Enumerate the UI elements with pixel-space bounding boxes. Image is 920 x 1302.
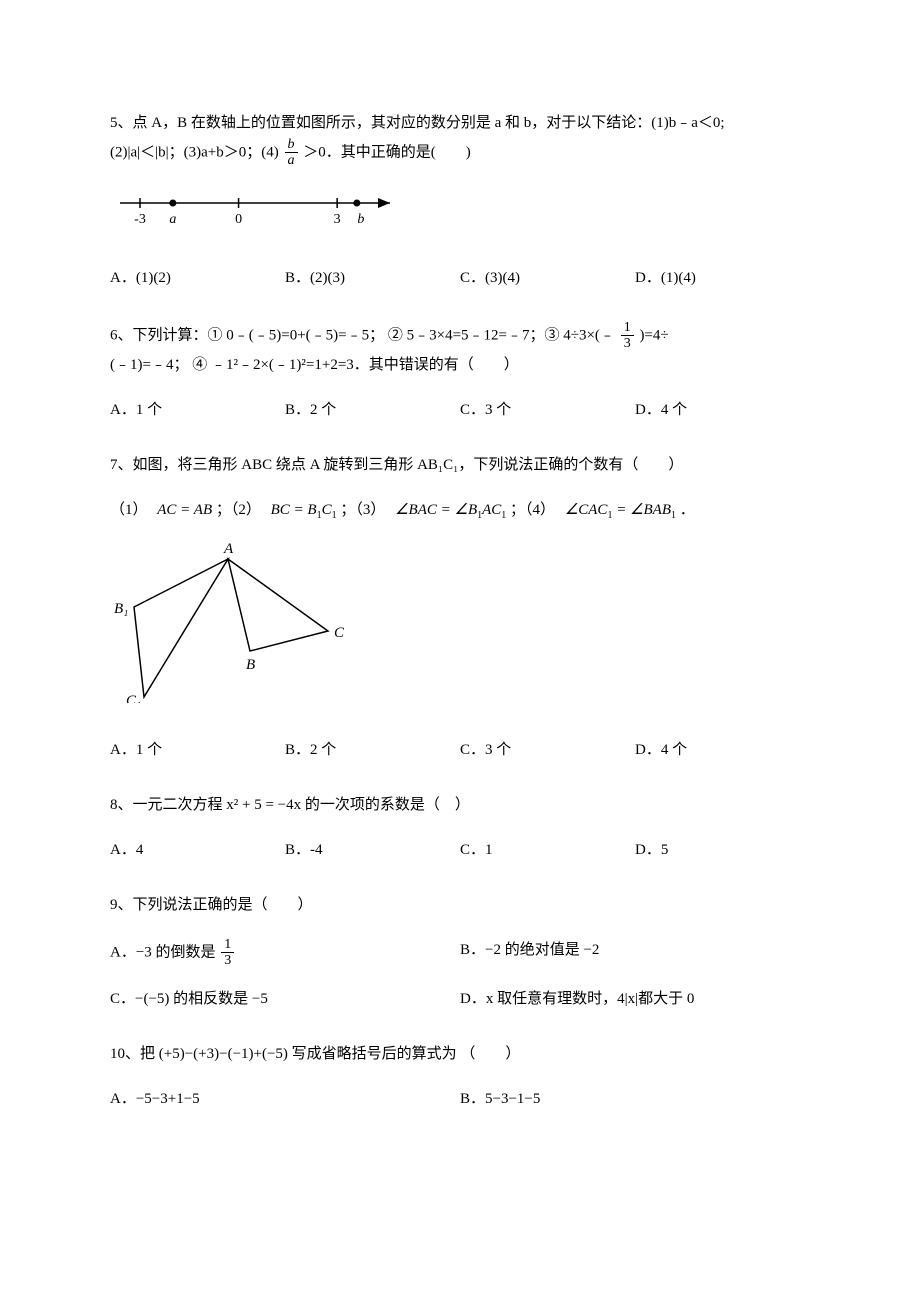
q7-sep2: ；（3） xyxy=(340,502,385,518)
q7-opt-d: D．4 个 xyxy=(635,737,810,764)
q7-s4b: = ∠BAB xyxy=(612,502,671,518)
svg-text:B₁: B₁ xyxy=(114,601,128,617)
svg-text:a: a xyxy=(169,212,176,227)
q7-s-prefix: （1） xyxy=(110,502,148,518)
question-10: 10、把 (+5)−(+3)−(−1)+(−5) 写成省略括号后的算式为 （ ）… xyxy=(110,1041,810,1113)
svg-text:C: C xyxy=(334,625,345,641)
question-6: 6、下列计算：① 0﹣(﹣5)=0+(﹣5)=﹣5； ② 5﹣3×4=5﹣12=… xyxy=(110,320,810,424)
q5-opt-a: A．(1)(2) xyxy=(110,265,285,292)
q7-s2-sub2: 1 xyxy=(332,510,337,521)
q6-opt-a: A．1 个 xyxy=(110,397,285,424)
q9-opt-a: A．−3 的倒数是 1 3 xyxy=(110,937,460,969)
q6-opt-d: D．4 个 xyxy=(635,397,810,424)
q10-opt-a: A．−5−3+1−5 xyxy=(110,1086,460,1113)
question-9: 9、下列说法正确的是（ ） A．−3 的倒数是 1 3 B．−2 的绝对值是 −… xyxy=(110,892,810,1014)
q8-opt-a: A．4 xyxy=(110,837,285,864)
q5-opt-b: B．(2)(3) xyxy=(285,265,460,292)
q6-options: A．1 个 B．2 个 C．3 个 D．4 个 xyxy=(110,397,810,424)
q9-a-prefix: A．−3 的倒数是 xyxy=(110,944,216,960)
q5-frac-den: a xyxy=(285,153,298,168)
q7-triangle-figure: A B C B₁ C₁ xyxy=(110,543,810,713)
svg-text:B: B xyxy=(246,657,255,673)
q7-s2a: BC = B xyxy=(271,502,317,518)
q7-s3a: ∠BAC = ∠B xyxy=(395,502,477,518)
q5-line2-prefix: (2)|a|＜|b|；(3)a+b＞0；(4) xyxy=(110,144,279,160)
svg-text:-3: -3 xyxy=(134,212,146,227)
q6-text: 6、下列计算：① 0﹣(﹣5)=0+(﹣5)=﹣5； ② 5﹣3×4=5﹣12=… xyxy=(110,320,810,379)
svg-text:b: b xyxy=(357,212,364,227)
q7-s2b: C xyxy=(322,502,332,518)
q9-a-fraction: 1 3 xyxy=(221,937,234,969)
q9-opt-c: C．−(−5) 的相反数是 −5 xyxy=(110,986,460,1013)
q5-line1: 5、点 A，B 在数轴上的位置如图所示，其对应的数分别是 a 和 b，对于以下结… xyxy=(110,115,725,131)
svg-text:C₁: C₁ xyxy=(126,693,141,703)
q6-opt-b: B．2 个 xyxy=(285,397,460,424)
q7-text: 7、如图，将三角形 ABC 绕点 A 旋转到三角形 AB₁C₁，下列说法正确的个… xyxy=(110,452,810,479)
q5-opt-c: C．(3)(4) xyxy=(460,265,635,292)
q7-opt-a: A．1 个 xyxy=(110,737,285,764)
q7-sep3: ；（4） xyxy=(510,502,555,518)
q7-s4-sub2: 1 xyxy=(671,510,676,521)
q9-a-frac-num: 1 xyxy=(221,937,234,953)
q7-sep1: ；（2） xyxy=(216,502,261,518)
q8-options: A．4 B．-4 C．1 D．5 xyxy=(110,837,810,864)
question-7: 7、如图，将三角形 ABC 绕点 A 旋转到三角形 AB₁C₁，下列说法正确的个… xyxy=(110,452,810,764)
q7-s3b: AC xyxy=(482,502,501,518)
q6-line1-suffix: )=4÷ xyxy=(639,327,668,343)
q5-text: 5、点 A，B 在数轴上的位置如图所示，其对应的数分别是 a 和 b，对于以下结… xyxy=(110,110,810,169)
q9-text: 9、下列说法正确的是（ ） xyxy=(110,892,810,919)
q6-line2: (﹣1)=﹣4； ④ ﹣1²﹣2×(﹣1)²=1+2=3．其中错误的有（ ） xyxy=(110,357,519,373)
q6-line1-prefix: 6、下列计算：① 0﹣(﹣5)=0+(﹣5)=﹣5； ② 5﹣3×4=5﹣12=… xyxy=(110,327,615,343)
svg-text:3: 3 xyxy=(334,212,341,227)
q5-opt-d: D．(1)(4) xyxy=(635,265,810,292)
q9-a-frac-den: 3 xyxy=(221,953,234,968)
q5-options: A．(1)(2) B．(2)(3) C．(3)(4) D．(1)(4) xyxy=(110,265,810,292)
q8-opt-c: C．1 xyxy=(460,837,635,864)
q7-s3-sub2: 1 xyxy=(501,510,506,521)
triangle-svg: A B C B₁ C₁ xyxy=(110,543,350,703)
q6-fraction: 1 3 xyxy=(621,320,634,352)
q9-options-row1: A．−3 的倒数是 1 3 B．−2 的绝对值是 −2 xyxy=(110,937,810,969)
q6-frac-num: 1 xyxy=(621,320,634,336)
q5-line2-suffix: ＞0．其中正确的是( ) xyxy=(303,144,471,160)
q7-s-suffix: ． xyxy=(680,502,695,518)
question-8: 8、一元二次方程 x² + 5 = −4x 的一次项的系数是（ ） A．4 B．… xyxy=(110,792,810,864)
q8-text: 8、一元二次方程 x² + 5 = −4x 的一次项的系数是（ ） xyxy=(110,792,810,819)
svg-text:0: 0 xyxy=(235,212,242,227)
q5-fraction: b a xyxy=(285,137,298,169)
q10-opt-b: B．5−3−1−5 xyxy=(460,1086,810,1113)
q8-opt-b: B．-4 xyxy=(285,837,460,864)
q5-frac-num: b xyxy=(285,137,298,153)
q7-opt-c: C．3 个 xyxy=(460,737,635,764)
q10-options: A．−5−3+1−5 B．5−3−1−5 xyxy=(110,1086,810,1113)
q10-text: 10、把 (+5)−(+3)−(−1)+(−5) 写成省略括号后的算式为 （ ） xyxy=(110,1041,810,1068)
q5-numberline-figure: -3 0 3 a b xyxy=(110,187,810,241)
q6-opt-c: C．3 个 xyxy=(460,397,635,424)
svg-text:A: A xyxy=(223,543,234,557)
q8-opt-d: D．5 xyxy=(635,837,810,864)
q6-frac-den: 3 xyxy=(621,336,634,351)
q7-statements: （1） AC = AB ；（2） BC = B1C1 ；（3） ∠BAC = ∠… xyxy=(110,497,810,525)
q9-opt-d: D．x 取任意有理数时，4|x|都大于 0 xyxy=(460,986,810,1013)
question-5: 5、点 A，B 在数轴上的位置如图所示，其对应的数分别是 a 和 b，对于以下结… xyxy=(110,110,810,292)
q9-opt-b: B．−2 的绝对值是 −2 xyxy=(460,937,810,969)
q7-opt-b: B．2 个 xyxy=(285,737,460,764)
q7-options: A．1 个 B．2 个 C．3 个 D．4 个 xyxy=(110,737,810,764)
numberline-svg: -3 0 3 a b xyxy=(110,187,410,231)
q9-options-row2: C．−(−5) 的相反数是 −5 D．x 取任意有理数时，4|x|都大于 0 xyxy=(110,986,810,1013)
q7-s4a: ∠CAC xyxy=(565,502,608,518)
q7-s1: AC = AB xyxy=(157,502,212,518)
